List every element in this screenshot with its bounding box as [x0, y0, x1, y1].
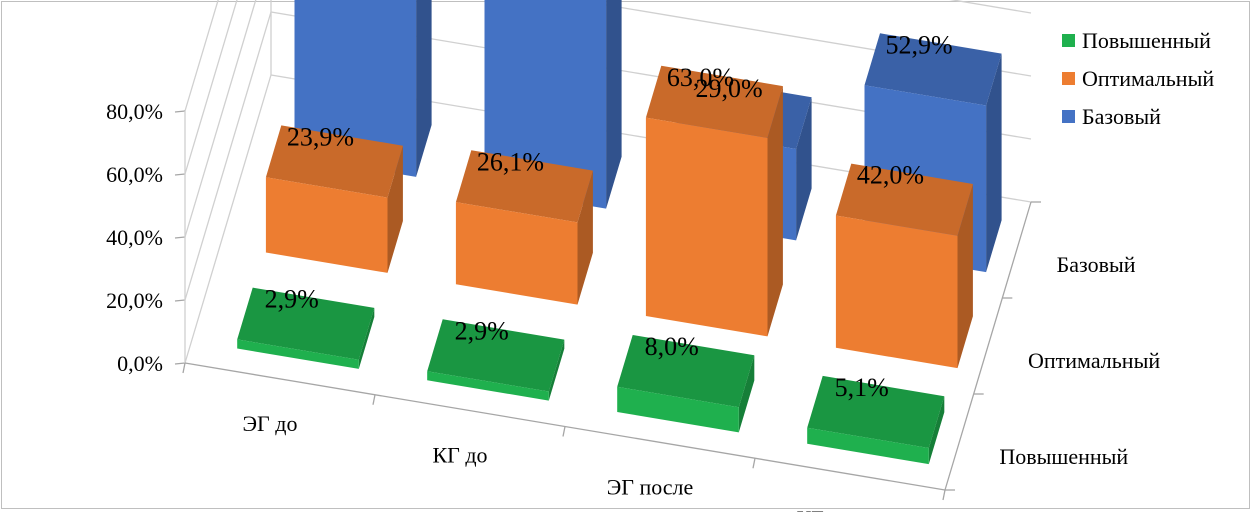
bar-side-face: [986, 53, 1002, 273]
x-tick-mark: [182, 362, 186, 374]
bar-side-face: [928, 396, 945, 465]
x-tick-mark: [372, 394, 376, 405]
data-label: 2,9%: [265, 285, 319, 314]
y-tick-label: 60,0%: [106, 162, 163, 187]
data-label: 5,1%: [835, 373, 889, 402]
data-label: 63,0%: [667, 63, 734, 92]
data-label: 2,9%: [455, 316, 509, 345]
x-tick-label: ЭГ до: [243, 411, 298, 436]
bar: [455, 202, 578, 305]
y-tick-mark: [174, 299, 186, 302]
x-tick-label: ЭГ после: [607, 474, 694, 499]
depth-tick-label: Повышенный: [999, 444, 1128, 469]
x-tick-mark: [942, 489, 946, 501]
bar-side-face: [796, 97, 812, 241]
gridline: [184, 0, 219, 112]
legend-item: Оптимальный: [1082, 66, 1214, 91]
y-tick-mark: [174, 362, 186, 365]
bar-side-face: [957, 184, 973, 369]
bar-side-face: [416, 0, 432, 177]
bar-top-face: [617, 335, 755, 408]
bar-side-face: [606, 0, 622, 209]
bar: [617, 386, 739, 433]
bar-side-face: [767, 86, 783, 337]
y-tick-label: 80,0%: [106, 99, 163, 124]
bar: [427, 371, 549, 401]
bar-top-face: [807, 375, 945, 448]
bar-top-face: [835, 163, 973, 236]
y-tick-mark: [174, 236, 186, 239]
bar-top-face: [864, 33, 1002, 106]
bar-top-face: [645, 65, 783, 138]
data-label: 8,0%: [645, 332, 699, 361]
y-tick-mark: [174, 110, 186, 113]
x-tick-mark: [752, 458, 756, 469]
y-tick-label: 20,0%: [106, 288, 163, 313]
legend-swatch: [1062, 34, 1075, 47]
bar-top-face: [265, 125, 403, 198]
x-tick-mark: [562, 426, 566, 437]
y-tick-mark: [174, 173, 186, 176]
bar: [645, 117, 768, 337]
y-tick-label: 0,0%: [117, 351, 163, 376]
bar-side-face: [387, 145, 403, 273]
gridline: [184, 0, 1032, 175]
data-label: 26,1%: [477, 147, 544, 176]
x-tick-label: КГ после: [797, 506, 884, 512]
data-label: 42,0%: [857, 161, 924, 190]
bar-side-face: [358, 307, 375, 369]
data-label: 23,9%: [287, 122, 354, 151]
legend-item: Повышенный: [1082, 28, 1211, 53]
bar: [237, 339, 359, 369]
legend-item: Базовый: [1082, 104, 1161, 129]
bar-top-face: [427, 319, 565, 392]
legend-swatch: [1062, 72, 1075, 85]
bar-side-face: [577, 170, 593, 305]
data-label: 29,0%: [695, 74, 762, 103]
y-tick-label: 40,0%: [106, 225, 163, 250]
bar: [807, 427, 929, 465]
depth-axis-line: [944, 201, 1032, 491]
legend-swatch: [1062, 110, 1075, 123]
bar: [265, 177, 388, 273]
bar-side-face: [738, 355, 755, 433]
x-tick-label: КГ до: [432, 443, 487, 468]
bar: [835, 215, 958, 369]
bar: [484, 0, 607, 209]
depth-tick-label: Базовый: [1057, 252, 1136, 277]
depth-tick-label: Оптимальный: [1028, 348, 1160, 373]
gridline: [184, 0, 1032, 238]
bar: [294, 0, 417, 177]
bar-side-face: [548, 339, 565, 401]
bar-top-face: [455, 150, 593, 223]
data-label: 52,9%: [885, 30, 952, 59]
bar-top-face: [237, 287, 375, 360]
